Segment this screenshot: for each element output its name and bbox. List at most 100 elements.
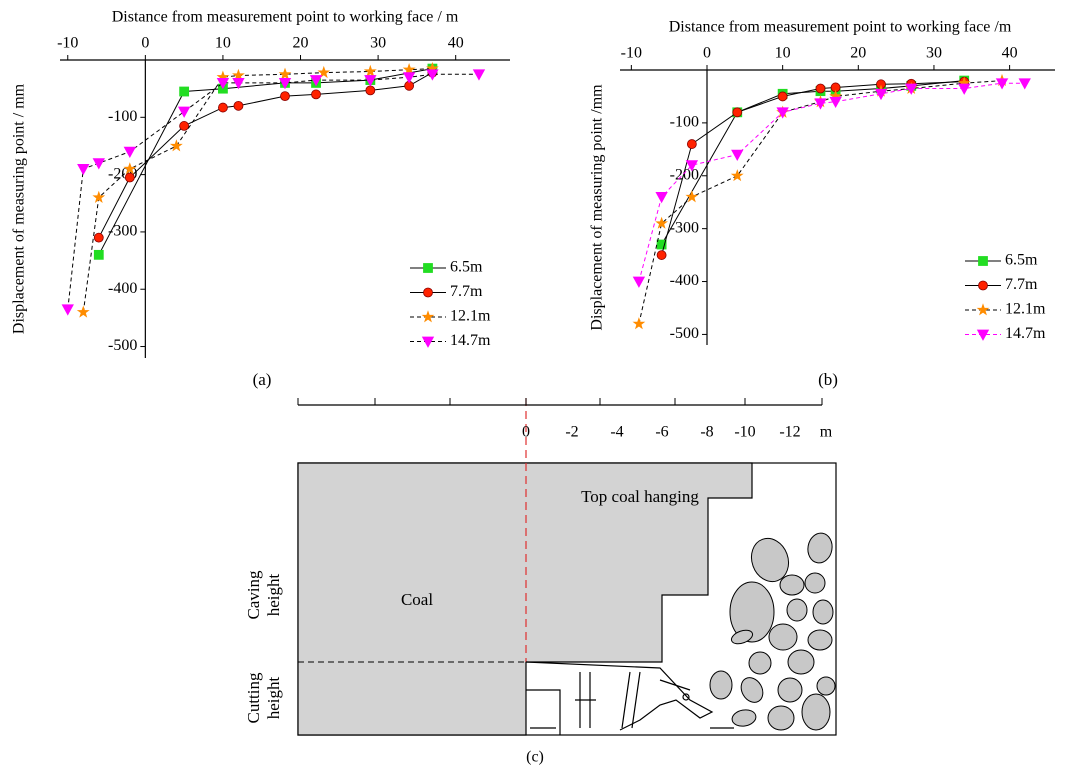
rock <box>740 677 764 703</box>
marker <box>655 216 668 229</box>
rock <box>801 693 831 731</box>
x-tick-label: 40 <box>1002 45 1018 62</box>
marker <box>179 121 190 131</box>
rock <box>709 670 733 700</box>
caving-label: height <box>264 573 283 616</box>
rock <box>729 581 775 643</box>
x-tick-label: 10 <box>215 35 231 52</box>
shearer-parts <box>526 679 734 735</box>
marker <box>92 190 106 203</box>
marker <box>958 83 971 95</box>
marker <box>93 249 104 260</box>
marker <box>685 190 699 203</box>
y-tick-label: -200 <box>670 166 699 183</box>
marker <box>732 107 743 118</box>
caving-label: Caving <box>244 570 263 620</box>
marker <box>177 106 191 118</box>
marker <box>632 317 646 330</box>
scale-label: -8 <box>700 424 713 441</box>
legend-marker <box>978 256 988 266</box>
legend-marker <box>423 263 433 273</box>
legend-label: 14.7m <box>450 332 491 349</box>
rock <box>804 572 826 594</box>
marker <box>364 75 377 87</box>
marker <box>426 69 439 81</box>
marker <box>92 158 105 170</box>
series-line <box>638 82 1025 282</box>
shearer-legs <box>575 671 641 729</box>
rock <box>731 709 757 727</box>
marker <box>905 83 918 95</box>
rock <box>750 537 790 583</box>
marker <box>815 83 826 94</box>
marker <box>472 69 486 81</box>
rock <box>807 629 833 651</box>
marker <box>363 64 377 77</box>
marker <box>829 96 842 109</box>
shearer-joint <box>682 693 690 701</box>
y-tick-label: -400 <box>670 272 699 289</box>
marker <box>77 163 90 176</box>
x-axis-label: Distance from measurement point to worki… <box>112 9 459 26</box>
marker <box>311 89 321 100</box>
panel-label: (c) <box>526 749 544 766</box>
marker <box>1018 78 1031 90</box>
legend-label: 12.1m <box>450 308 491 325</box>
marker <box>730 169 744 182</box>
y-tick-label: -400 <box>108 280 137 297</box>
rock <box>786 598 808 622</box>
marker <box>232 78 245 90</box>
x-tick-label: -10 <box>621 45 642 62</box>
marker <box>317 65 331 79</box>
rock <box>767 705 795 731</box>
rock <box>787 649 815 675</box>
legend-label: 6.5m <box>1005 252 1038 269</box>
series-line <box>98 72 433 238</box>
legend-marker <box>976 329 990 341</box>
top-coal-label: Top coal hanging <box>581 487 699 506</box>
legend-label: 14.7m <box>1005 325 1046 342</box>
x-tick-label: 0 <box>703 45 711 62</box>
marker <box>278 67 292 80</box>
y-tick-label: -500 <box>108 337 137 354</box>
x-tick-label: 10 <box>775 45 791 62</box>
series-line <box>98 68 433 256</box>
marker <box>402 62 416 76</box>
coal-body <box>297 462 753 736</box>
legend-label: 12.1m <box>1005 301 1046 318</box>
marker <box>216 78 230 90</box>
marker <box>814 98 827 110</box>
marker <box>179 86 190 97</box>
y-axis-label: Displacement of measuring point /mm <box>589 84 606 331</box>
rock <box>768 623 798 651</box>
scale-label: -4 <box>610 424 623 441</box>
x-tick-label: 20 <box>850 45 866 62</box>
x-tick-label: 0 <box>141 35 149 52</box>
legend-marker <box>976 303 990 316</box>
marker <box>278 78 292 90</box>
scale-label: -6 <box>655 424 668 441</box>
rock <box>816 676 836 696</box>
x-tick-label: 30 <box>370 35 386 52</box>
x-tick-label: -10 <box>57 35 78 52</box>
marker <box>93 232 104 243</box>
marker <box>656 250 667 260</box>
marker <box>685 160 699 172</box>
marker <box>309 75 323 87</box>
marker <box>402 72 416 84</box>
x-axis-label: Distance from measurement point to worki… <box>669 19 1012 36</box>
y-tick-label: -300 <box>108 223 137 240</box>
rock <box>730 629 754 645</box>
y-tick-label: -100 <box>670 114 699 131</box>
y-tick-label: -300 <box>670 219 699 236</box>
marker <box>776 107 789 119</box>
marker <box>218 102 228 113</box>
rock <box>779 574 805 596</box>
legend-marker <box>978 280 988 291</box>
cutting-label: Cutting <box>244 672 263 724</box>
marker <box>123 162 137 175</box>
shearer <box>525 661 734 735</box>
legend-label: 7.7m <box>1005 276 1038 293</box>
marker <box>731 149 744 161</box>
marker <box>632 276 646 288</box>
